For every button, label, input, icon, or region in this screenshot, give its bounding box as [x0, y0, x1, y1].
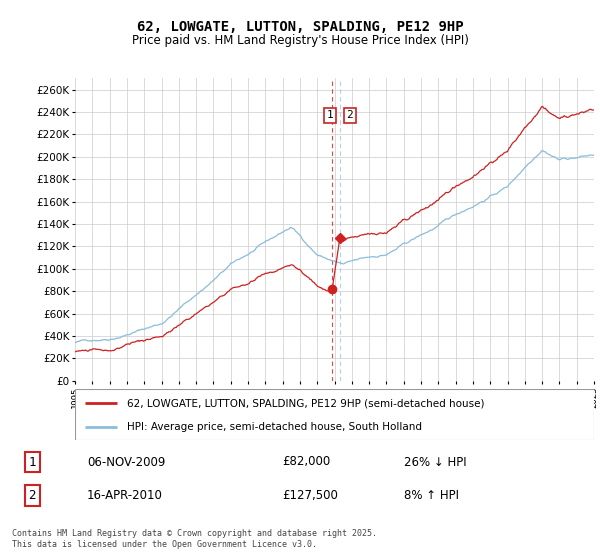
FancyBboxPatch shape — [75, 389, 594, 440]
Text: 8% ↑ HPI: 8% ↑ HPI — [404, 489, 458, 502]
Text: £127,500: £127,500 — [283, 489, 338, 502]
Text: 26% ↓ HPI: 26% ↓ HPI — [404, 455, 466, 469]
Text: 62, LOWGATE, LUTTON, SPALDING, PE12 9HP: 62, LOWGATE, LUTTON, SPALDING, PE12 9HP — [137, 20, 463, 34]
Text: 62, LOWGATE, LUTTON, SPALDING, PE12 9HP (semi-detached house): 62, LOWGATE, LUTTON, SPALDING, PE12 9HP … — [127, 398, 484, 408]
Text: 2: 2 — [28, 489, 36, 502]
Text: Price paid vs. HM Land Registry's House Price Index (HPI): Price paid vs. HM Land Registry's House … — [131, 34, 469, 46]
Text: Contains HM Land Registry data © Crown copyright and database right 2025.
This d: Contains HM Land Registry data © Crown c… — [12, 529, 377, 549]
Text: 06-NOV-2009: 06-NOV-2009 — [87, 455, 165, 469]
Text: 16-APR-2010: 16-APR-2010 — [87, 489, 163, 502]
Text: HPI: Average price, semi-detached house, South Holland: HPI: Average price, semi-detached house,… — [127, 422, 422, 432]
Text: 2: 2 — [347, 110, 353, 120]
Text: £82,000: £82,000 — [283, 455, 331, 469]
Text: 1: 1 — [28, 455, 36, 469]
Text: 1: 1 — [326, 110, 333, 120]
